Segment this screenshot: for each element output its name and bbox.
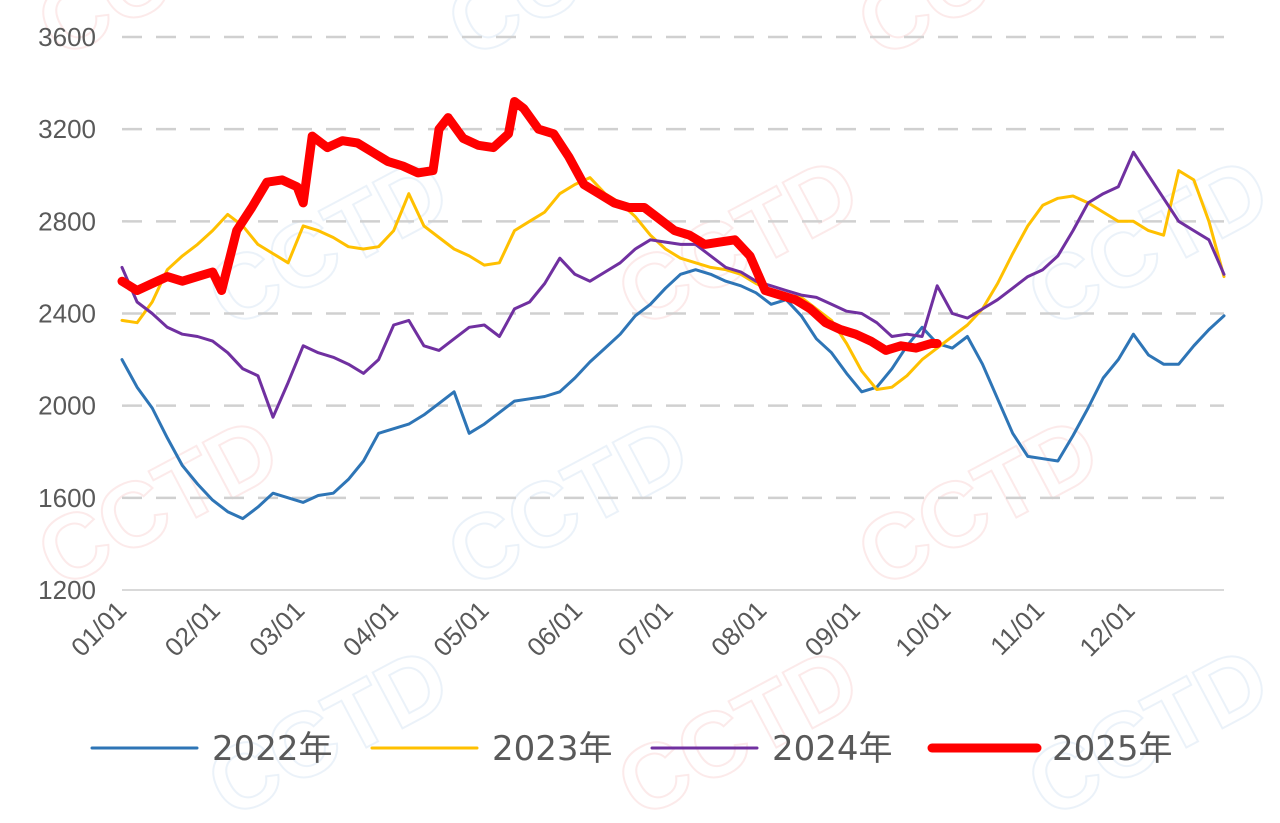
series-line-2 — [120, 169, 1226, 391]
x-tick-label: 07/01 — [611, 595, 678, 662]
legend-label: 2025年 — [1052, 729, 1173, 769]
y-tick-label: 1600 — [38, 483, 96, 513]
y-tick-label: 2000 — [38, 391, 96, 421]
legend: 2022年 2023年 2024年 2025年 — [90, 729, 1173, 769]
x-tick-label: 01/01 — [65, 595, 132, 662]
series-lines — [117, 97, 1226, 521]
gridlines — [122, 35, 1224, 591]
watermark-text: CCTD — [842, 398, 1115, 608]
watermark-text: CCTD — [432, 0, 705, 78]
y-tick-label: 3600 — [38, 22, 96, 52]
watermark-layer: CCTDCCTDCCTDCCTDCCTDCCTDCCTDCCTDCCTDCCTD… — [21, 0, 1280, 823]
x-tick-label: 06/01 — [521, 595, 588, 662]
y-tick-label: 2400 — [38, 299, 96, 329]
x-tick-label: 10/01 — [889, 595, 956, 662]
x-axis-tick-labels: 01/01 02/01 03/01 04/01 05/01 06/01 07/01 08/01… — [65, 595, 1141, 662]
watermark-text: CCTD — [842, 0, 1115, 78]
x-tick-label: 12/01 — [1073, 595, 1140, 662]
legend-label: 2024年 — [772, 729, 893, 769]
x-tick-label: 03/01 — [243, 595, 310, 662]
y-tick-label: 2800 — [38, 206, 96, 236]
watermark-text: CCTD — [192, 628, 465, 823]
watermark-text: CCTD — [1012, 628, 1280, 823]
y-tick-label: 3200 — [38, 114, 96, 144]
legend-label: 2023年 — [492, 729, 613, 769]
legend-label: 2022年 — [212, 729, 333, 769]
x-tick-label: 11/01 — [984, 595, 1050, 661]
series-line-3 — [120, 150, 1226, 419]
x-tick-label: 02/01 — [159, 595, 226, 662]
watermark-text: CCTD — [432, 398, 705, 608]
series-line-1 — [120, 268, 1226, 521]
series-line-4 — [117, 97, 942, 355]
watermark-text: CCTD — [602, 628, 875, 823]
y-tick-label: 1200 — [38, 575, 96, 605]
x-tick-label: 08/01 — [705, 595, 772, 662]
y-axis-tick-labels: 1200 1600 2000 2400 2800 3200 3600 — [38, 22, 96, 605]
x-tick-label: 05/01 — [427, 595, 494, 662]
